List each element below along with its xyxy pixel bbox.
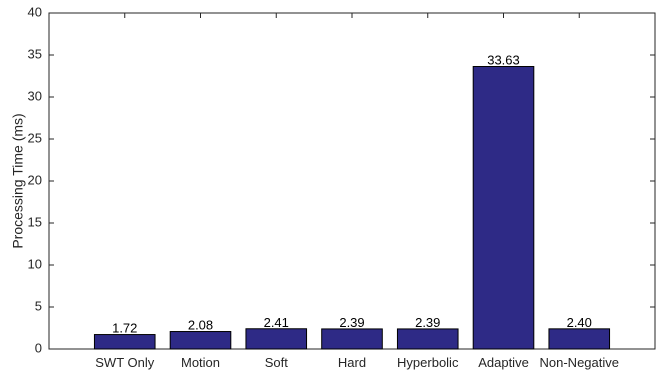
x-tick-label: Hard <box>338 355 366 370</box>
y-tick-label: 15 <box>28 214 42 229</box>
y-tick-label: 20 <box>28 172 42 187</box>
bar-value-label: 2.40 <box>567 315 592 330</box>
x-tick-label: Adaptive <box>478 355 529 370</box>
x-tick-label: SWT Only <box>95 355 154 370</box>
x-axis-ticks: SWT Only Motion Soft Hard Hyperbolic Adaptive… <box>95 13 619 370</box>
x-tick-label: Non-Negative <box>540 355 620 370</box>
x-tick-label: Motion <box>181 355 220 370</box>
bar <box>169 331 232 350</box>
bar <box>548 328 611 350</box>
y-tick-label: 10 <box>28 256 42 271</box>
bar-value-label: 33.63 <box>487 53 520 68</box>
bar <box>396 328 459 350</box>
bar-value-label: 2.08 <box>188 318 213 333</box>
x-tick-label: Soft <box>265 355 289 370</box>
bar <box>321 328 383 350</box>
y-tick-label: 30 <box>28 88 42 103</box>
y-tick-label: 25 <box>28 130 42 145</box>
y-tick-label: 35 <box>28 46 42 61</box>
bar-value-label: 2.41 <box>264 315 289 330</box>
bars <box>93 66 611 350</box>
plot-frame <box>48 12 656 350</box>
bar <box>93 334 156 350</box>
y-tick-label: 0 <box>35 340 42 355</box>
y-axis-title: Processing Time (ms) <box>10 113 26 248</box>
y-axis-ticks: 0 5 10 15 20 25 30 35 40 <box>28 4 655 355</box>
bar-value-label: 2.39 <box>339 315 364 330</box>
x-tick-label: Hyperbolic <box>397 355 459 370</box>
y-tick-label: 40 <box>28 4 42 19</box>
bar-value-label: 2.39 <box>415 315 440 330</box>
bar <box>245 328 308 350</box>
bar-value-label: 1.72 <box>112 321 137 336</box>
data-labels: 1.72 2.08 2.41 2.39 2.39 33.63 2.40 <box>112 53 592 336</box>
y-tick-label: 5 <box>35 298 42 313</box>
bar <box>472 66 535 350</box>
plot-area <box>48 12 656 350</box>
